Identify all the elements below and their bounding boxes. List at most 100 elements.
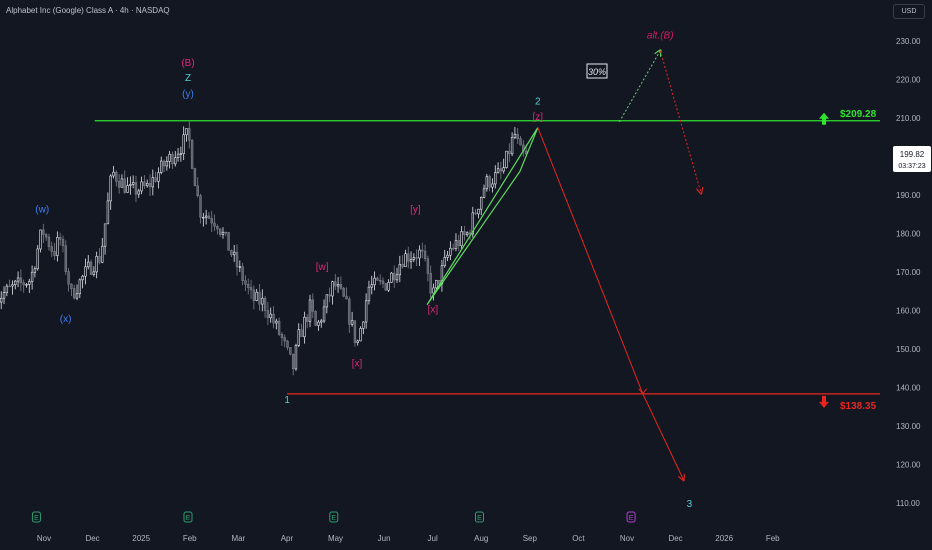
candle-body <box>373 277 376 286</box>
x-tick-label: Sep <box>523 534 538 543</box>
candle-body <box>468 232 472 235</box>
time-axis[interactable]: Nov Dec 2025 Feb Mar Apr May Jun Jul Aug Sep Oct Nov… <box>31 511 780 543</box>
candle-body <box>418 249 421 259</box>
earnings-marker-letter: E <box>629 515 634 522</box>
candle-body <box>0 297 3 303</box>
price-axis[interactable]: 110.00 120.00 130.00 140.00 150.00 160.00 170.… <box>896 37 921 508</box>
candle-body <box>179 153 183 155</box>
y-tick-label: 180.00 <box>896 230 921 239</box>
x-tick-label: Jul <box>428 534 438 543</box>
candle-body <box>277 320 281 335</box>
candle-body <box>387 282 390 291</box>
x-tick-label: Jun <box>378 534 391 543</box>
candle-body <box>348 298 351 325</box>
probability-badge <box>586 63 608 79</box>
candle-body <box>505 150 508 168</box>
candle-body <box>280 334 284 338</box>
candle-body <box>129 184 132 186</box>
candle-body <box>463 231 466 236</box>
earnings-marker[interactable] <box>475 511 485 523</box>
candle-body <box>499 168 503 172</box>
candle-body <box>148 183 152 188</box>
y-tick-label: 120.00 <box>896 461 921 470</box>
earnings-marker[interactable] <box>183 511 193 523</box>
candle-body <box>8 285 11 288</box>
candle-body <box>165 161 169 167</box>
down-arrow-icon <box>819 395 829 408</box>
candle-body <box>328 294 331 297</box>
x-tick-label: Aug <box>474 534 488 543</box>
candle-body <box>305 316 309 322</box>
candle-body <box>407 253 410 262</box>
candle-body <box>176 153 180 159</box>
earnings-marker-letter: E <box>186 515 191 522</box>
candle-body <box>269 313 272 319</box>
candle-body <box>494 172 497 185</box>
candle-body <box>252 289 256 301</box>
candle-body <box>112 171 115 177</box>
candle-body <box>25 284 28 286</box>
candle-body <box>263 297 267 311</box>
candle-body <box>95 255 98 273</box>
earnings-marker[interactable] <box>31 511 41 523</box>
current-price: 199.82 <box>900 150 925 159</box>
projection-path[interactable] <box>537 127 684 480</box>
candle-body <box>474 212 477 215</box>
candle-body <box>412 257 416 260</box>
x-tick-label: Mar <box>231 534 245 543</box>
earnings-marker-letter: E <box>331 515 336 522</box>
candle-body <box>75 293 79 299</box>
candle-body <box>398 263 402 276</box>
y-tick-label: 210.00 <box>896 114 921 123</box>
candle-body <box>78 279 82 295</box>
candle-body <box>11 284 14 287</box>
candle-body <box>109 175 112 202</box>
wave-labels: (B) Z (y) (w) (x) 1 [w] [x] [y] [x] 2 [z] 3 alt.(B) 30… <box>35 31 692 510</box>
candle-body <box>185 128 188 136</box>
candle-body <box>154 177 157 182</box>
candle-body <box>106 200 110 225</box>
candle-body <box>120 178 124 188</box>
candle-body <box>145 183 149 187</box>
earnings-marker[interactable] <box>329 511 339 523</box>
candle-body <box>115 171 118 182</box>
candle-body <box>291 353 295 370</box>
candle-body <box>19 277 23 283</box>
candle-body <box>496 168 500 173</box>
candle-body <box>339 284 343 289</box>
candle-body <box>224 231 227 234</box>
candle-body <box>485 176 489 190</box>
candle-body <box>488 176 491 188</box>
candle-body <box>81 275 84 281</box>
candle-body <box>131 182 135 185</box>
wave-label: [z] <box>533 112 544 123</box>
candle-body <box>336 284 340 287</box>
candle-body <box>297 329 300 346</box>
candle-body <box>331 281 334 297</box>
candle-body <box>126 185 129 193</box>
candle-body <box>70 283 73 289</box>
candle-body <box>5 285 9 293</box>
candle-body <box>117 180 121 188</box>
currency-button[interactable]: USD <box>893 4 925 19</box>
candle-body <box>362 321 365 329</box>
candle-body <box>423 250 427 260</box>
projection-path[interactable] <box>618 51 660 123</box>
trend-triangle[interactable] <box>426 127 539 306</box>
candle-body <box>283 337 286 342</box>
drawings-layer <box>94 50 880 480</box>
candle-body <box>432 287 435 294</box>
alt-scenario-label: alt.(B) <box>647 31 674 42</box>
candle-body <box>151 177 155 188</box>
candle-body <box>89 261 93 275</box>
candle-body <box>266 310 270 319</box>
x-tick-label: Feb <box>766 534 780 543</box>
earnings-marker[interactable] <box>626 511 636 523</box>
projection-path[interactable] <box>659 50 701 193</box>
candle-body <box>235 251 239 268</box>
candle-body <box>308 299 312 322</box>
candle-body <box>39 229 42 250</box>
candle-body <box>510 137 514 155</box>
candle-body <box>449 247 452 256</box>
